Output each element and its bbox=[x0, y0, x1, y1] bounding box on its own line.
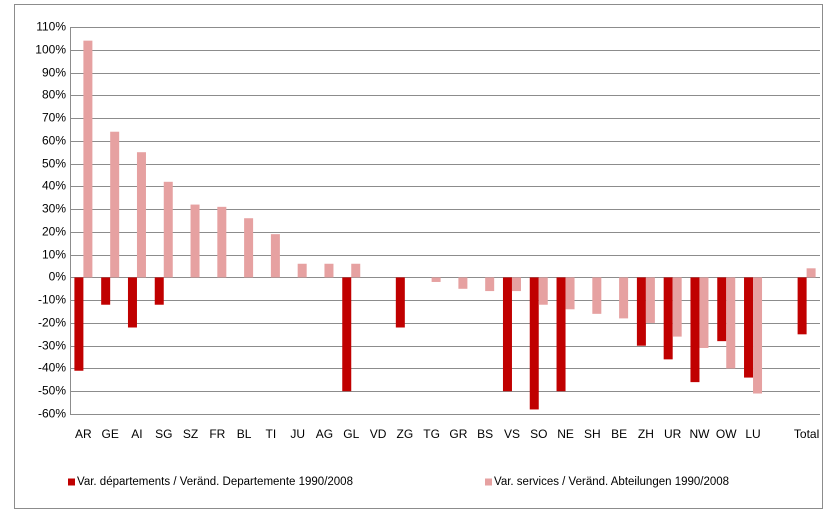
bar bbox=[806, 268, 816, 278]
bar bbox=[699, 277, 709, 348]
x-tick-label: NW bbox=[689, 427, 710, 441]
bar bbox=[101, 277, 111, 305]
bar bbox=[395, 277, 405, 328]
x-tick-label: BS bbox=[477, 427, 493, 441]
bar bbox=[511, 277, 521, 292]
bar bbox=[110, 131, 120, 278]
bar bbox=[74, 277, 84, 371]
y-tick-label: 70% bbox=[42, 111, 66, 125]
bar bbox=[619, 277, 629, 319]
x-tick-label: JU bbox=[290, 427, 305, 441]
bar bbox=[538, 277, 548, 305]
chart-border bbox=[14, 4, 823, 509]
bar bbox=[717, 277, 727, 342]
y-tick-label: -20% bbox=[38, 316, 66, 330]
x-tick-label: GR bbox=[449, 427, 467, 441]
x-tick-label: ZH bbox=[638, 427, 654, 441]
bar bbox=[592, 277, 602, 314]
bar bbox=[485, 277, 495, 292]
y-tick-label: -30% bbox=[38, 339, 66, 353]
x-tick-label: TG bbox=[423, 427, 440, 441]
bar bbox=[190, 204, 200, 278]
y-tick-label: 30% bbox=[42, 202, 66, 216]
y-tick-label: 80% bbox=[42, 88, 66, 102]
x-tick-label: LU bbox=[745, 427, 760, 441]
legend-swatch bbox=[68, 478, 75, 486]
bar bbox=[565, 277, 575, 310]
bar bbox=[529, 277, 539, 410]
bar bbox=[645, 277, 655, 323]
x-tick-label: SG bbox=[155, 427, 172, 441]
x-tick-label: VD bbox=[370, 427, 387, 441]
bar bbox=[163, 181, 173, 278]
x-tick-label: AI bbox=[131, 427, 142, 441]
bar bbox=[636, 277, 646, 346]
x-tick-label: GE bbox=[102, 427, 119, 441]
y-tick-label: 10% bbox=[42, 248, 66, 262]
bar bbox=[270, 234, 280, 278]
bar bbox=[753, 277, 763, 394]
bar bbox=[154, 277, 164, 305]
bar bbox=[690, 277, 700, 383]
bar bbox=[726, 277, 736, 369]
bar bbox=[127, 277, 137, 328]
y-tick-label: 0% bbox=[49, 270, 67, 284]
bar bbox=[217, 206, 227, 278]
x-tick-label: UR bbox=[664, 427, 682, 441]
x-tick-label: AG bbox=[316, 427, 333, 441]
legend-swatch bbox=[485, 478, 492, 486]
x-tick-label: GL bbox=[343, 427, 359, 441]
x-tick-label: OW bbox=[716, 427, 737, 441]
bar bbox=[672, 277, 682, 337]
y-tick-label: -60% bbox=[38, 407, 66, 421]
x-tick-label: SO bbox=[530, 427, 547, 441]
y-tick-label: 100% bbox=[35, 43, 66, 57]
bar bbox=[244, 218, 254, 278]
y-tick-label: 60% bbox=[42, 134, 66, 148]
bar bbox=[556, 277, 566, 392]
x-tick-label: TI bbox=[266, 427, 277, 441]
y-tick-label: 90% bbox=[42, 66, 66, 80]
bar bbox=[297, 263, 307, 278]
y-tick-label: 40% bbox=[42, 179, 66, 193]
x-tick-label: Total bbox=[794, 427, 819, 441]
x-tick-label: VS bbox=[504, 427, 520, 441]
bar bbox=[342, 277, 352, 392]
bar bbox=[324, 263, 334, 278]
y-tick-label: 20% bbox=[42, 225, 66, 239]
bar bbox=[136, 152, 146, 278]
x-tick-label: BL bbox=[237, 427, 252, 441]
bar bbox=[83, 40, 93, 278]
y-tick-label: 110% bbox=[36, 20, 66, 34]
x-tick-label: NE bbox=[557, 427, 574, 441]
legend-label: Var. services / Veränd. Abteilungen 1990… bbox=[494, 476, 729, 488]
y-tick-label: 50% bbox=[42, 157, 66, 171]
y-tick-label: -40% bbox=[38, 361, 66, 375]
bar bbox=[458, 277, 468, 289]
bar bbox=[663, 277, 673, 360]
bar bbox=[351, 263, 361, 278]
x-tick-label: SZ bbox=[183, 427, 198, 441]
legend-label: Var. départements / Veränd. Departemente… bbox=[77, 476, 353, 488]
x-tick-label: BE bbox=[611, 427, 627, 441]
x-tick-label: FR bbox=[209, 427, 225, 441]
bar bbox=[431, 277, 441, 282]
bar bbox=[797, 277, 807, 335]
x-tick-label: ZG bbox=[396, 427, 413, 441]
y-tick-label: -50% bbox=[38, 384, 66, 398]
x-tick-label: SH bbox=[584, 427, 601, 441]
y-tick-label: -10% bbox=[38, 293, 66, 307]
bar bbox=[744, 277, 754, 378]
bar bbox=[502, 277, 512, 392]
x-tick-label: AR bbox=[75, 427, 92, 441]
